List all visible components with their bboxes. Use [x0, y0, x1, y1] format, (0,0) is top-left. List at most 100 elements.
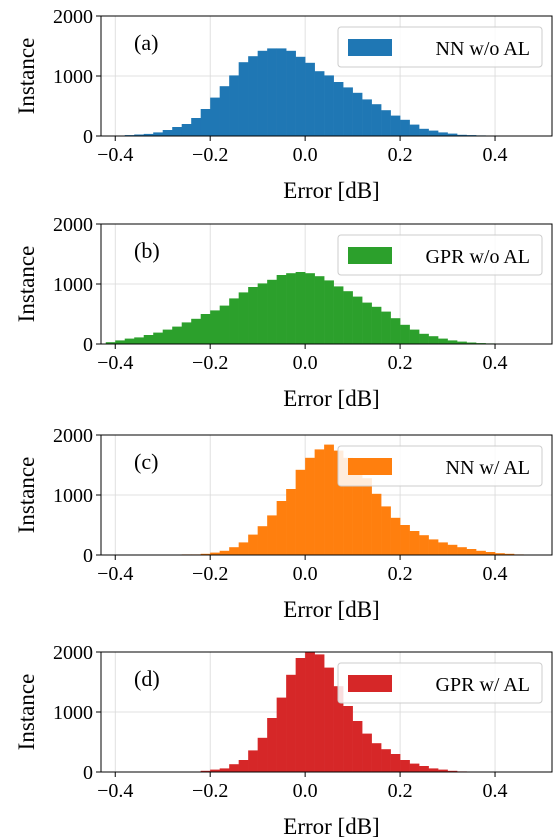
- histogram-bar: [390, 517, 401, 555]
- histogram-bar: [419, 766, 429, 772]
- y-axis-label: Instance: [14, 674, 39, 751]
- histogram-bar: [172, 326, 183, 344]
- histogram-bar: [257, 283, 268, 344]
- histogram-bar: [314, 276, 325, 344]
- histogram-bar: [457, 547, 467, 555]
- histogram-bar: [134, 134, 145, 136]
- histogram-bar: [229, 547, 239, 555]
- histogram-bar: [333, 82, 344, 136]
- y-axis-label: Instance: [14, 246, 39, 323]
- histogram-bar: [428, 336, 439, 344]
- x-tick-label: −0.2: [192, 563, 228, 585]
- histogram-bar: [181, 322, 192, 344]
- histogram-bar: [409, 763, 420, 772]
- y-axis-label: Instance: [14, 38, 39, 115]
- histogram-bar: [305, 62, 315, 136]
- y-tick-label: 2000: [53, 214, 93, 236]
- legend-label: NN w/o AL: [436, 38, 530, 60]
- x-tick-label: 0.4: [483, 352, 508, 374]
- x-tick-label: −0.4: [97, 563, 133, 585]
- legend: NN w/o AL: [337, 26, 543, 68]
- histogram-bar: [352, 721, 363, 772]
- legend-label: GPR w/o AL: [426, 246, 530, 268]
- histogram-bar: [229, 764, 239, 772]
- y-tick-label: 1000: [53, 702, 93, 724]
- histogram-bar: [257, 50, 268, 136]
- histogram-bar: [371, 306, 382, 344]
- chart-panel-c: −0.4 −0.2 0.0 0.2 0.4 0 1000 2000 Error [dB] Inst…: [14, 425, 553, 622]
- histogram-bar: [343, 457, 353, 555]
- y-tick-label: 0: [83, 334, 93, 356]
- histogram-bar: [362, 302, 372, 344]
- histogram-bar: [238, 542, 249, 555]
- histogram-bar: [314, 449, 325, 555]
- legend: GPR w/ AL: [337, 662, 543, 704]
- histogram-bar: [229, 298, 239, 344]
- histogram-bar: [219, 768, 230, 772]
- legend-label: NN w/ AL: [446, 457, 530, 479]
- histogram-bar: [352, 296, 363, 344]
- legend-swatch: [348, 675, 392, 692]
- histogram-bar: [181, 124, 192, 136]
- histogram-bar: [428, 539, 439, 555]
- y-tick-label: 1000: [53, 485, 93, 507]
- x-tick-label: 0.0: [293, 144, 318, 166]
- histogram-bar: [267, 718, 277, 772]
- x-tick-label: 0.4: [483, 563, 508, 585]
- histogram-bar: [324, 444, 334, 555]
- histogram-bar: [200, 770, 211, 772]
- y-tick-label: 0: [83, 126, 93, 148]
- histogram-bar: [276, 48, 287, 136]
- histogram-bar: [314, 71, 325, 136]
- histogram-bar: [324, 280, 334, 344]
- histogram-bar: [267, 48, 277, 136]
- histogram-bar: [371, 104, 382, 136]
- legend: GPR w/o AL: [337, 234, 543, 276]
- histogram-bar: [172, 127, 183, 136]
- legend-label: GPR w/ AL: [436, 674, 530, 696]
- histogram-bar: [438, 769, 448, 772]
- histogram-bar: [276, 275, 287, 344]
- chart-panel-b: −0.4 −0.2 0.0 0.2 0.4 0 1000 2000 Error [dB] Inst…: [14, 214, 553, 411]
- x-tick-label: −0.4: [97, 144, 133, 166]
- y-tick-label: 1000: [53, 274, 93, 296]
- histogram-bar: [466, 342, 477, 344]
- histogram-bar: [286, 50, 296, 136]
- legend-swatch: [348, 39, 392, 56]
- histogram-bar: [457, 134, 467, 136]
- histogram-bar: [210, 310, 220, 344]
- histogram-bar: [371, 743, 382, 772]
- histogram-bar: [438, 542, 448, 555]
- histogram-bar: [200, 314, 211, 344]
- histogram-bar: [295, 272, 306, 344]
- histogram-bar: [295, 56, 306, 136]
- histogram-bar: [381, 110, 391, 136]
- histogram-bar: [248, 56, 258, 137]
- histogram-bar: [124, 338, 135, 344]
- x-tick-label: −0.4: [97, 780, 133, 802]
- histogram-bar: [371, 493, 382, 555]
- histogram-bar: [191, 318, 201, 344]
- x-tick-label: −0.2: [192, 144, 228, 166]
- histogram-bar: [305, 273, 315, 344]
- histogram-bar: [238, 62, 249, 137]
- histogram-bar: [428, 130, 439, 136]
- x-axis-label: Error [dB]: [283, 814, 379, 838]
- histogram-bar: [295, 469, 306, 555]
- histogram-bar: [447, 544, 458, 555]
- histogram-bar: [362, 99, 372, 136]
- histogram-bar: [210, 552, 220, 555]
- histogram-bar: [409, 531, 420, 555]
- histogram-bar: [238, 292, 249, 344]
- panel-label: (c): [134, 449, 158, 474]
- histogram-bar: [381, 749, 391, 772]
- x-tick-label: 0.0: [293, 780, 318, 802]
- x-tick-label: −0.4: [97, 352, 133, 374]
- histogram-bar: [210, 97, 220, 136]
- x-axis-label: Error [dB]: [283, 386, 379, 411]
- histogram-bar: [390, 115, 401, 136]
- x-axis-label: Error [dB]: [283, 178, 379, 203]
- histogram-bar: [381, 311, 391, 344]
- y-tick-label: 1000: [53, 66, 93, 88]
